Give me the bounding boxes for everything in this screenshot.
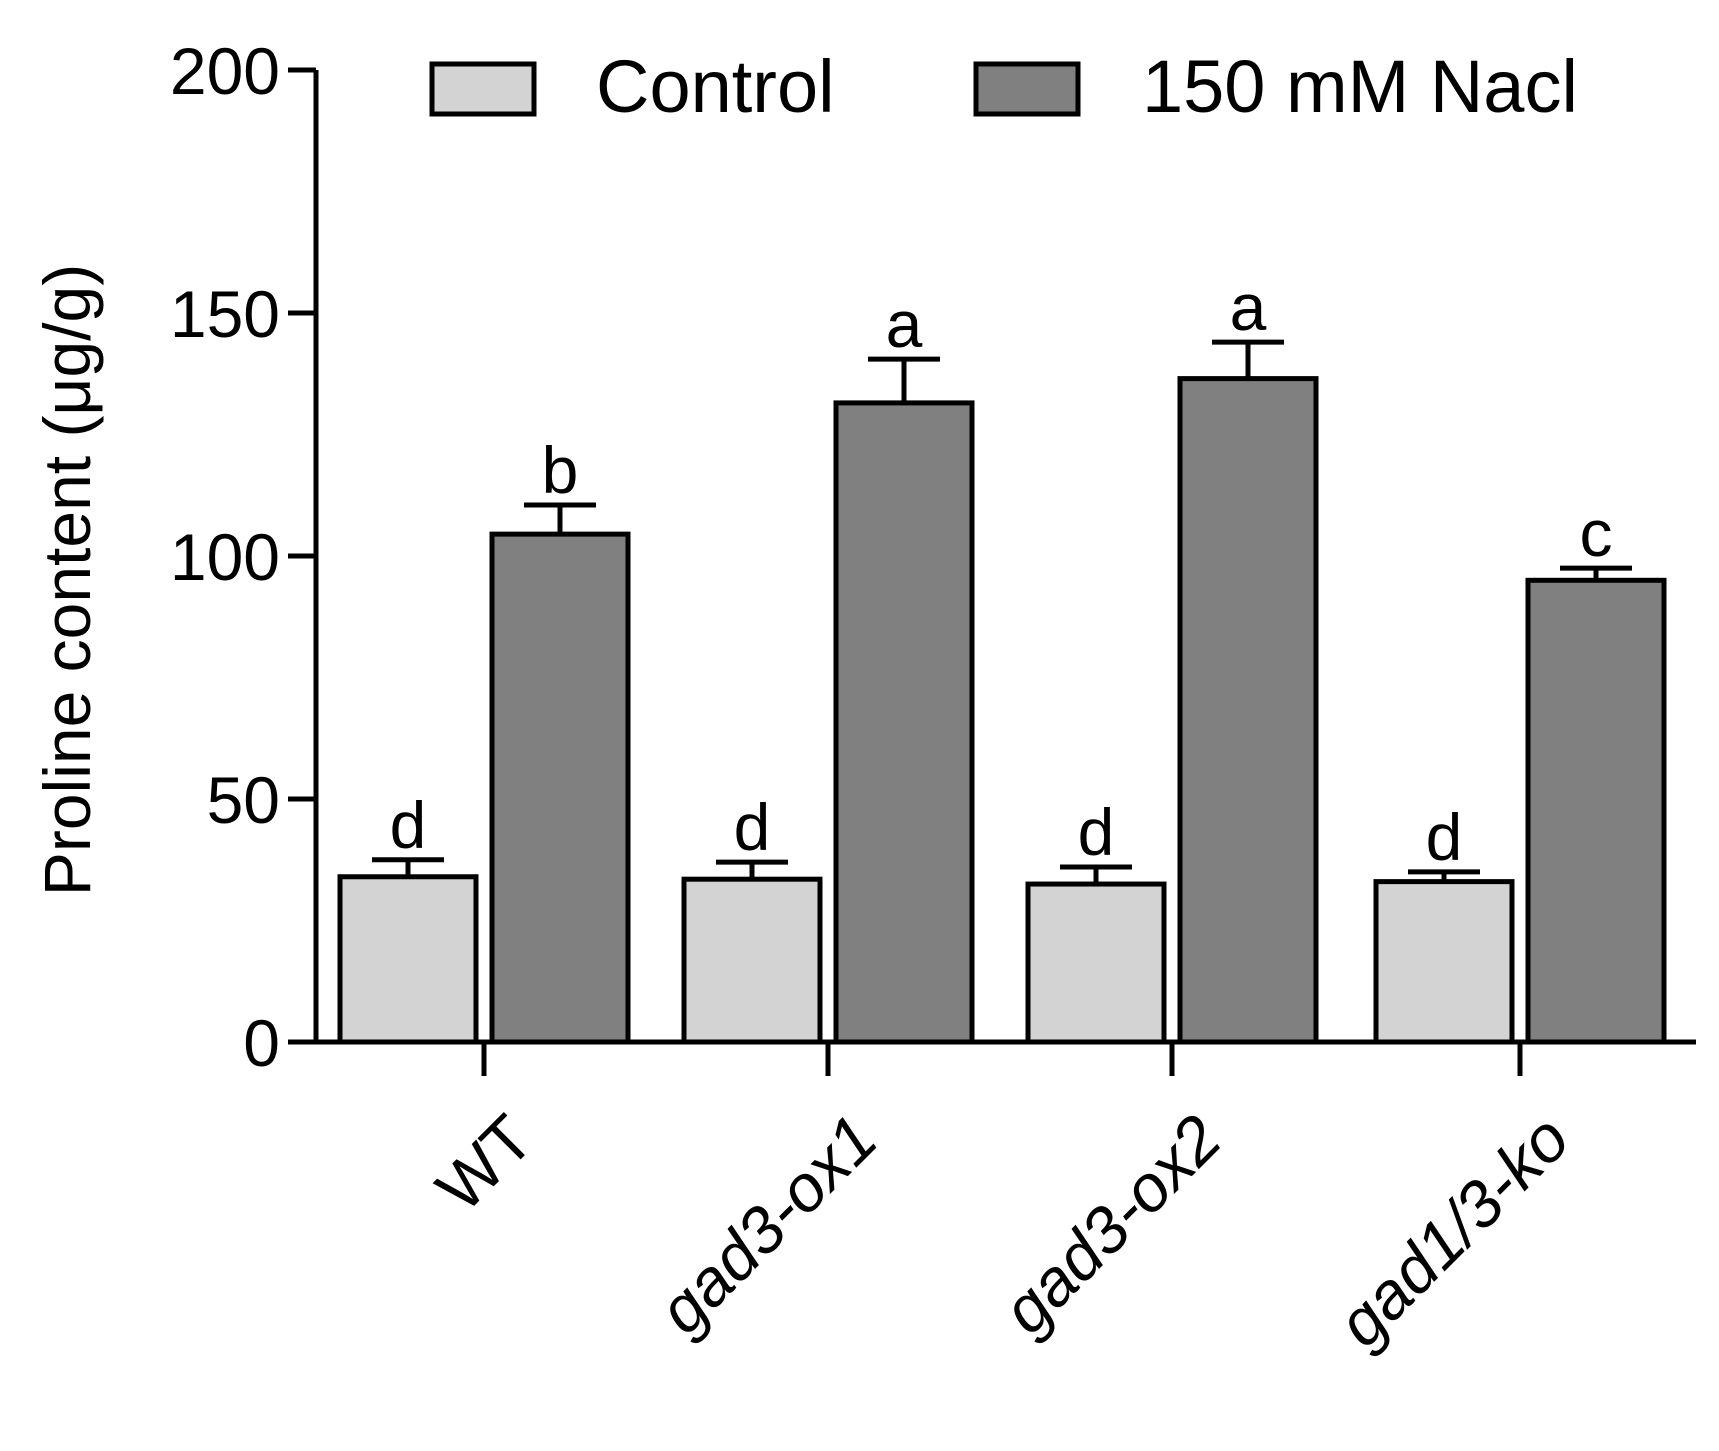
axes: 0 50 100 150 200: [170, 34, 1696, 1080]
bar: [833, 400, 975, 1045]
bars: [337, 376, 1667, 1045]
y-ticks: 0 50 100 150 200: [170, 34, 316, 1080]
x-tick-label: WT: [422, 1101, 547, 1226]
x-tick-labels: WT gad3-ox1 gad3-ox2 gad1/3-ko: [422, 1101, 1583, 1361]
x-tick-label: gad1/3-ko: [1323, 1101, 1583, 1361]
y-tick-label: 50: [207, 763, 280, 837]
error-bars: [372, 339, 1632, 885]
bar: [1373, 879, 1515, 1045]
y-tick-label: 100: [170, 520, 280, 594]
significance-letter: d: [1426, 800, 1463, 874]
x-ticks: [481, 1042, 1523, 1076]
significance-letter: c: [1580, 496, 1613, 570]
bar: [1177, 376, 1319, 1045]
bar: [1525, 577, 1667, 1045]
x-tick-label: gad3-ox2: [988, 1101, 1235, 1348]
legend-swatch: [973, 61, 1081, 117]
significance-letter: d: [390, 788, 427, 862]
significance-letters: d b d a d a d c: [390, 270, 1613, 874]
x-tick-label: gad3-ox1: [644, 1101, 891, 1348]
bar: [337, 874, 479, 1045]
significance-letter: b: [542, 433, 579, 507]
bar: [489, 531, 631, 1045]
significance-letter: d: [1078, 795, 1115, 869]
y-tick-label: 200: [170, 34, 280, 108]
y-tick-label: 150: [170, 277, 280, 351]
significance-letter: d: [734, 790, 771, 864]
legend-label: 150 mM Nacl: [1142, 45, 1578, 128]
legend-label: Control: [596, 45, 835, 128]
y-axis-title: Proline content (μg/g): [30, 264, 104, 896]
legend: Control 150 mM Nacl: [429, 45, 1578, 128]
bar: [1025, 881, 1167, 1045]
significance-letter: a: [886, 287, 923, 361]
legend-swatch: [429, 61, 537, 117]
y-tick-label: 0: [243, 1006, 280, 1080]
significance-letter: a: [1230, 270, 1267, 344]
bar: [681, 876, 823, 1045]
